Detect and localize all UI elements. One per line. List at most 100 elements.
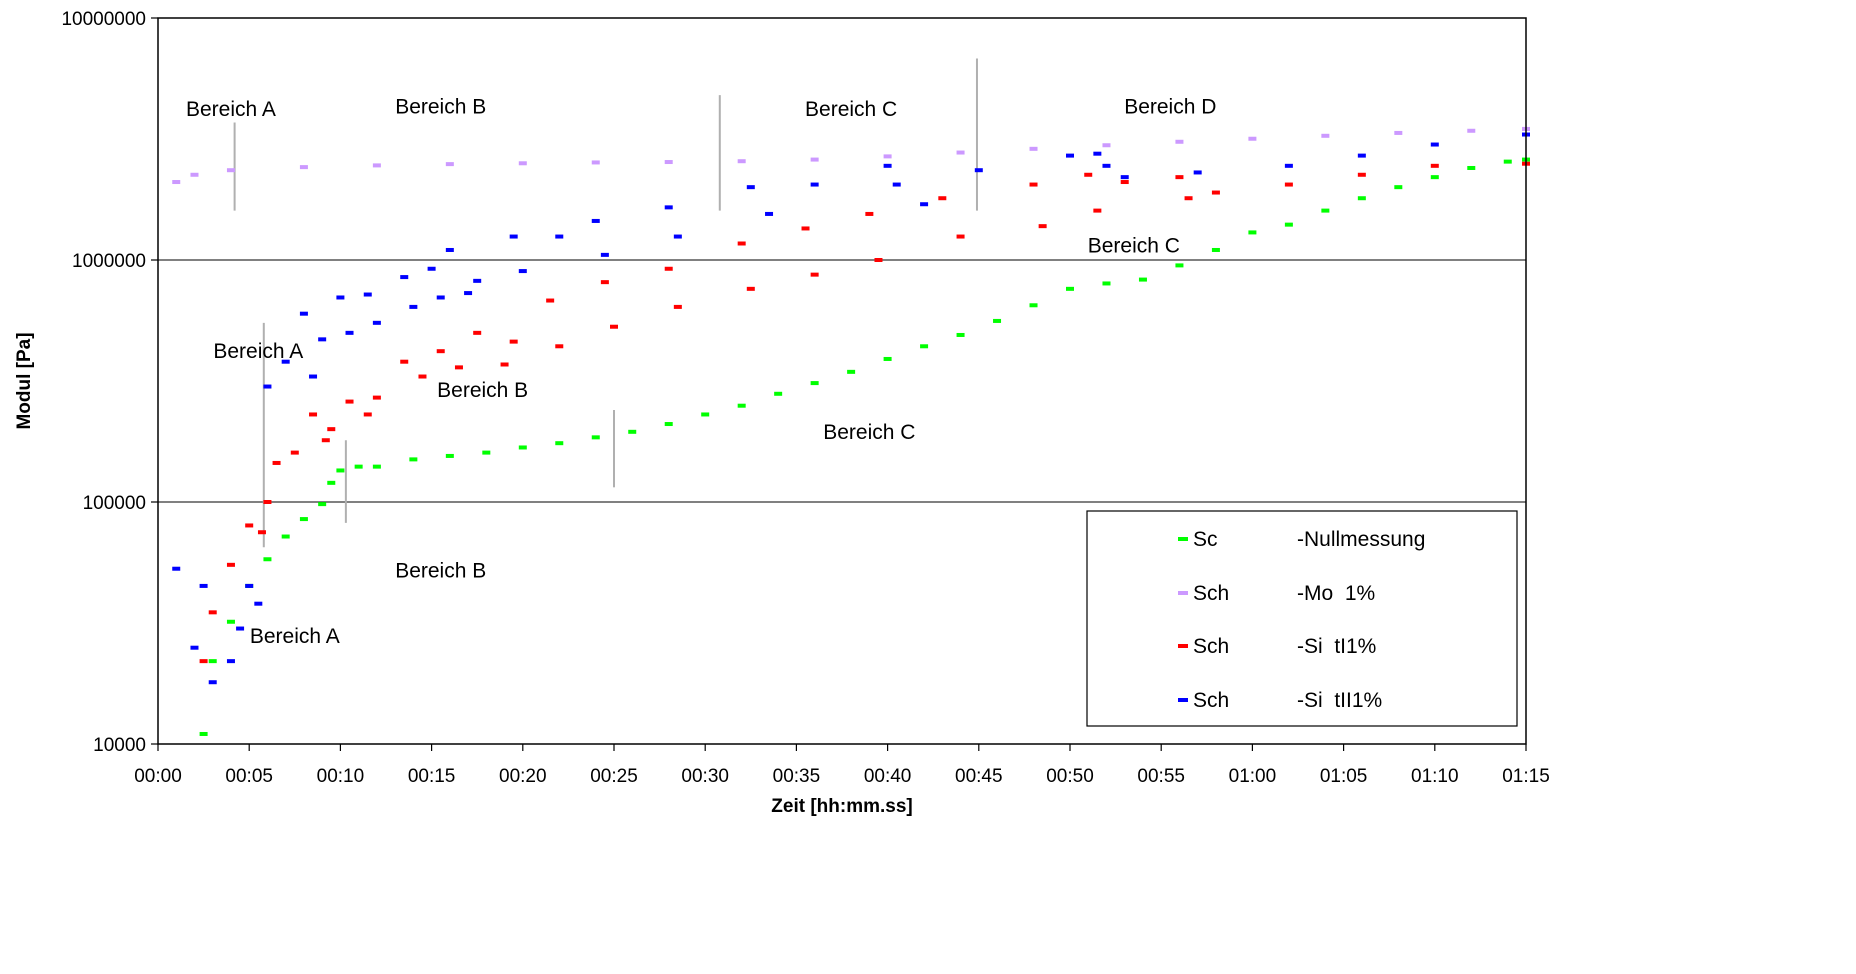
data-point [883, 356, 892, 361]
y-tick-label: 10000 [93, 735, 146, 756]
x-tick-label: 01:00 [1229, 766, 1277, 787]
data-point [810, 182, 819, 187]
data-point [354, 464, 363, 469]
x-tick-label: 00:55 [1137, 766, 1185, 787]
data-point [482, 450, 491, 455]
data-point [883, 154, 892, 159]
data-point [263, 557, 272, 562]
data-point [1357, 172, 1366, 177]
data-point [327, 480, 336, 485]
data-point [363, 292, 372, 297]
region-dividers [233, 58, 978, 548]
data-point [1467, 128, 1476, 133]
data-point [1175, 175, 1184, 180]
y-axis-title: Modul [Pa] [14, 332, 35, 429]
x-tick-label: 00:50 [1046, 766, 1094, 787]
data-point [1430, 175, 1439, 180]
data-point [445, 453, 454, 458]
data-point [299, 517, 308, 522]
legend: Sc -Nullmessung Sch -Mo 1% Sch -Si tI1% Sch -Si… [1086, 510, 1518, 727]
y-tick-label: 1000000 [72, 251, 146, 272]
data-point [883, 163, 892, 168]
data-point [409, 304, 418, 309]
data-point [555, 234, 564, 239]
legend-marker [1178, 591, 1188, 595]
data-point [956, 234, 965, 239]
data-point [555, 344, 564, 349]
data-point [1120, 180, 1129, 185]
series-3 [172, 132, 1530, 685]
data-point [372, 320, 381, 325]
data-point [1184, 196, 1193, 201]
region-label: Bereich B [395, 96, 486, 119]
region-label: Bereich C [823, 421, 915, 444]
x-tick-label: 01:10 [1411, 766, 1459, 787]
data-point [509, 339, 518, 344]
region-label: Bereich C [805, 98, 897, 121]
data-point [345, 330, 354, 335]
data-point [372, 395, 381, 400]
data-point [236, 626, 245, 631]
legend-series-name: Sch [1193, 689, 1229, 712]
data-point [427, 266, 436, 271]
data-point [363, 412, 372, 417]
data-point [673, 234, 682, 239]
data-point [1284, 182, 1293, 187]
data-point [874, 258, 883, 262]
data-point [1211, 247, 1220, 252]
x-tick-label: 00:00 [134, 766, 182, 787]
region-label: Bereich A [186, 98, 276, 121]
data-point [1248, 136, 1257, 141]
data-point [1093, 208, 1102, 213]
data-point [190, 172, 199, 177]
data-point [1175, 263, 1184, 268]
data-point [190, 645, 199, 650]
x-tick-label: 00:10 [317, 766, 365, 787]
data-point [400, 275, 409, 280]
data-point [974, 168, 983, 173]
data-point [418, 374, 427, 379]
data-point [1357, 153, 1366, 158]
data-point [245, 523, 254, 528]
data-point [591, 218, 600, 223]
data-point [445, 247, 454, 252]
data-point [345, 399, 354, 404]
region-label: Bereich B [395, 560, 486, 583]
data-point [327, 427, 336, 432]
x-tick-label: 00:40 [864, 766, 912, 787]
data-point [272, 460, 281, 465]
data-point [920, 344, 929, 349]
data-point [664, 160, 673, 165]
data-point [172, 566, 181, 571]
data-point [263, 384, 272, 389]
data-point [737, 241, 746, 246]
data-point [591, 435, 600, 440]
data-point [1120, 175, 1129, 180]
data-point [245, 583, 254, 588]
legend-series-suffix: -Si tI1% [1297, 635, 1376, 658]
data-point [801, 226, 810, 231]
data-point [774, 391, 783, 396]
data-point [865, 211, 874, 216]
data-point [628, 429, 637, 434]
data-point [938, 196, 947, 201]
data-point [673, 304, 682, 309]
data-point [336, 468, 345, 473]
legend-series-suffix: -Si tII1% [1297, 689, 1382, 712]
data-point [309, 374, 318, 379]
data-point [810, 272, 819, 277]
x-tick-label: 00:20 [499, 766, 547, 787]
data-point [1066, 286, 1074, 291]
series-1 [172, 126, 1530, 185]
region-label: Bereich A [213, 340, 303, 363]
data-point [1321, 208, 1330, 213]
data-point [518, 269, 527, 274]
data-point [1284, 222, 1293, 227]
x-tick-label: 00:30 [681, 766, 729, 787]
data-point [1193, 170, 1202, 175]
data-point [199, 659, 208, 664]
data-point [208, 610, 217, 615]
data-point [400, 359, 409, 364]
